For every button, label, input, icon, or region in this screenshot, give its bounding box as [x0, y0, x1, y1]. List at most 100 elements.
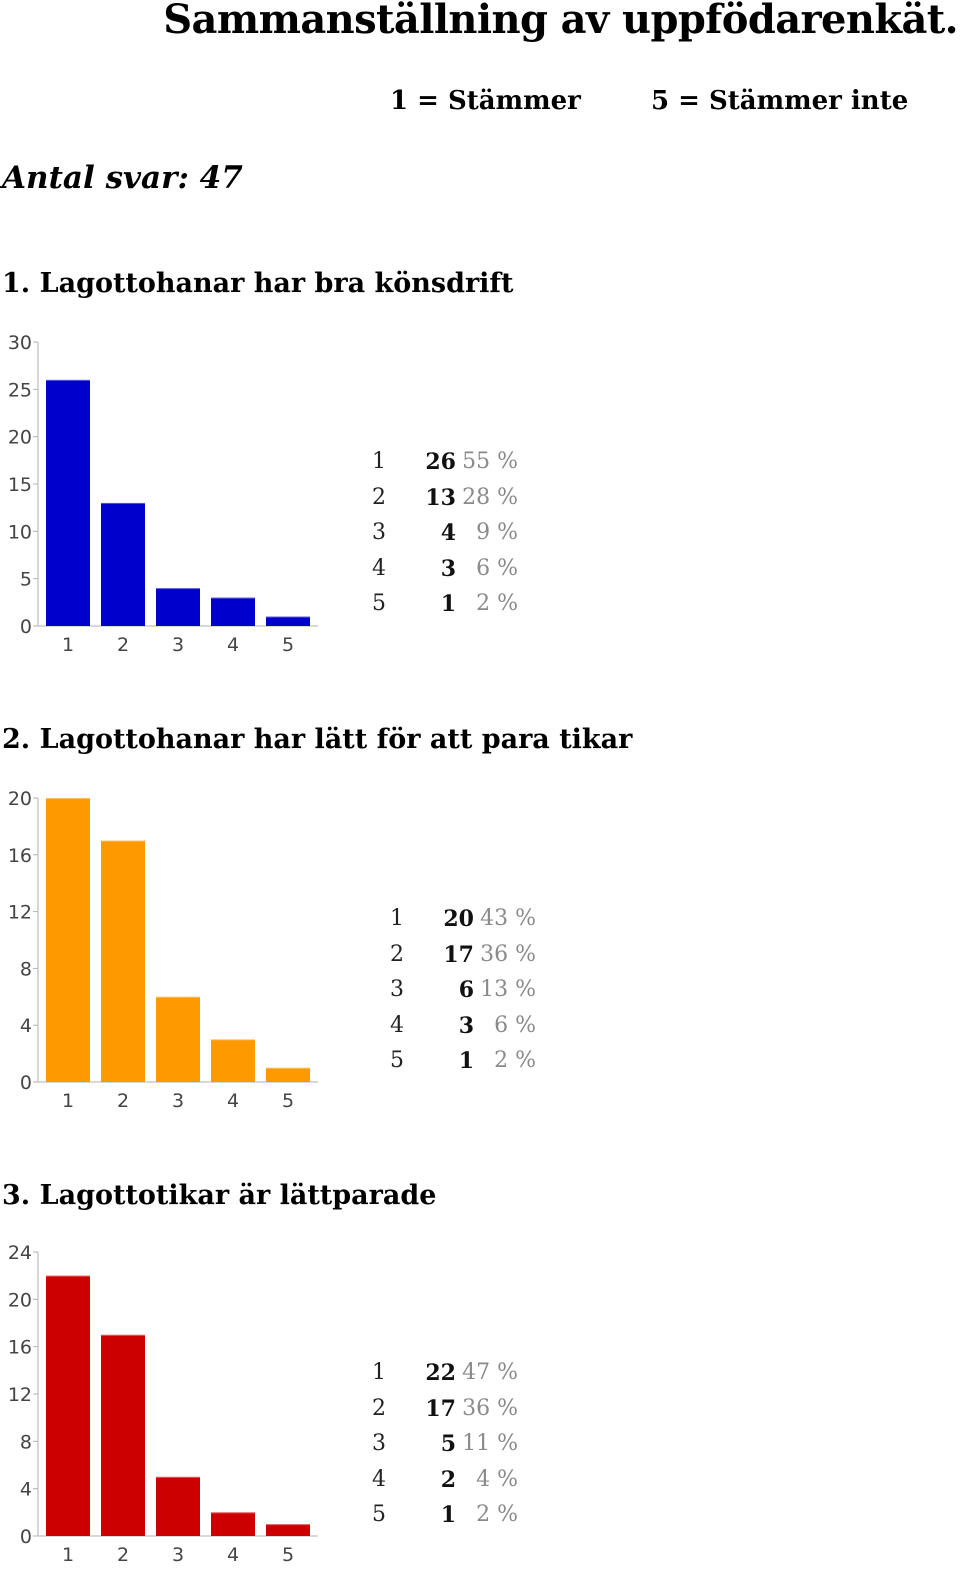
stat-value: 5: [372, 1502, 386, 1527]
stat-value: 2: [372, 1395, 386, 1421]
stat-percent: 2 %: [494, 1048, 536, 1073]
stat-value: 4: [372, 1466, 386, 1492]
y-tick-label: 24: [8, 1242, 32, 1264]
stat-value: 4: [372, 555, 386, 581]
stat-count: 1: [458, 1048, 474, 1074]
scale-low-label: 1 = Stämmer: [390, 86, 581, 116]
stat-percent: 2 %: [476, 1502, 518, 1527]
y-tick-label: 12: [8, 902, 32, 924]
stat-value: 3: [372, 1431, 386, 1456]
stat-count: 17: [425, 1395, 456, 1422]
stat-row: 4 3 6 %: [372, 556, 542, 586]
stat-value: 3: [372, 520, 386, 545]
question-3-title: 3. Lagottotikar är lättparade: [2, 1180, 437, 1211]
bar-3: [156, 1476, 200, 1536]
stat-row: 5 1 2 %: [372, 591, 542, 621]
stat-row: 4 2 4 %: [372, 1467, 542, 1497]
stat-count: 13: [425, 484, 456, 511]
stat-row: 5 1 2 %: [390, 1048, 560, 1078]
x-tick-label: 3: [172, 1090, 184, 1112]
x-tick-label: 5: [282, 634, 294, 656]
x-tick-label: 2: [117, 1090, 129, 1112]
y-tick-label: 20: [8, 788, 32, 810]
y-tick-label: 16: [8, 845, 32, 867]
stat-percent: 47 %: [462, 1360, 518, 1385]
stat-percent: 4 %: [476, 1466, 518, 1492]
stat-value: 1: [390, 906, 404, 931]
y-tick-label: 12: [8, 1384, 32, 1406]
stat-percent: 13 %: [480, 977, 536, 1002]
stat-count: 1: [440, 591, 456, 617]
bar-3: [156, 996, 200, 1082]
stat-percent: 2 %: [476, 591, 518, 616]
y-tick-label: 8: [20, 1431, 32, 1453]
stat-count: 6: [458, 977, 474, 1003]
stat-row: 2 17 36 %: [390, 942, 560, 972]
stat-percent: 36 %: [462, 1395, 518, 1421]
y-tick-label: 4: [20, 1479, 32, 1501]
stat-count: 20: [443, 906, 474, 932]
stat-row: 1 26 55 %: [372, 449, 542, 479]
stat-count: 22: [425, 1360, 456, 1386]
stat-row: 3 5 11 %: [372, 1431, 542, 1461]
stat-percent: 6 %: [494, 1012, 536, 1038]
stat-percent: 55 %: [462, 449, 518, 474]
stat-value: 1: [372, 449, 386, 474]
question-1-stats: 1 26 55 % 2 13 28 % 3 4 9 % 4 3 6 % 5 1 2 %: [372, 449, 542, 629]
stat-value: 2: [390, 941, 404, 967]
bar-5: [266, 616, 310, 626]
document-title: Sammanställning av uppfödarenkät.: [163, 0, 958, 43]
bar-2: [101, 1334, 145, 1536]
x-tick-label: 1: [62, 1544, 74, 1566]
y-tick-label: 30: [8, 332, 32, 354]
question-1-title: 1. Lagottohanar har bra könsdrift: [2, 268, 514, 299]
x-tick-label: 2: [117, 1544, 129, 1566]
stat-count: 3: [440, 555, 456, 582]
stat-value: 5: [372, 591, 386, 616]
x-tick-label: 3: [172, 1544, 184, 1566]
x-tick-label: 4: [227, 1544, 239, 1566]
stat-percent: 11 %: [462, 1431, 518, 1456]
stat-percent: 36 %: [480, 941, 536, 967]
x-tick-label: 4: [227, 634, 239, 656]
stat-row: 2 17 36 %: [372, 1396, 542, 1426]
stat-count: 2: [440, 1466, 456, 1493]
bar-4: [211, 1039, 255, 1082]
bar-1: [46, 1275, 90, 1536]
scale-high-label: 5 = Stämmer inte: [651, 86, 909, 116]
stat-row: 2 13 28 %: [372, 485, 542, 515]
x-tick-label: 2: [117, 634, 129, 656]
question-2-title: 2. Lagottohanar har lätt för att para ti…: [2, 724, 633, 755]
bar-5: [266, 1067, 310, 1082]
bar-5: [266, 1524, 310, 1536]
y-tick-label: 10: [8, 521, 32, 543]
stat-value: 2: [372, 484, 386, 510]
x-tick-label: 5: [282, 1090, 294, 1112]
stat-row: 3 4 9 %: [372, 520, 542, 550]
bar-4: [211, 1512, 255, 1536]
stat-count: 4: [440, 520, 456, 546]
bar-2: [101, 840, 145, 1082]
y-tick-label: 25: [8, 379, 32, 401]
bar-2: [101, 502, 145, 626]
stat-value: 3: [390, 977, 404, 1002]
stat-percent: 43 %: [480, 906, 536, 931]
x-tick-label: 1: [62, 1090, 74, 1112]
y-tick-label: 0: [20, 616, 32, 638]
stat-count: 3: [458, 1012, 474, 1039]
stat-row: 1 22 47 %: [372, 1360, 542, 1390]
stat-count: 5: [440, 1431, 456, 1457]
stat-percent: 28 %: [462, 484, 518, 510]
y-tick-label: 20: [8, 1289, 32, 1311]
stat-row: 3 6 13 %: [390, 977, 560, 1007]
stat-row: 1 20 43 %: [390, 906, 560, 936]
stat-value: 1: [372, 1360, 386, 1385]
stat-count: 1: [440, 1502, 456, 1528]
y-tick-label: 8: [20, 958, 32, 980]
y-tick-label: 5: [20, 569, 32, 591]
stat-row: 4 3 6 %: [390, 1013, 560, 1043]
x-tick-label: 4: [227, 1090, 239, 1112]
